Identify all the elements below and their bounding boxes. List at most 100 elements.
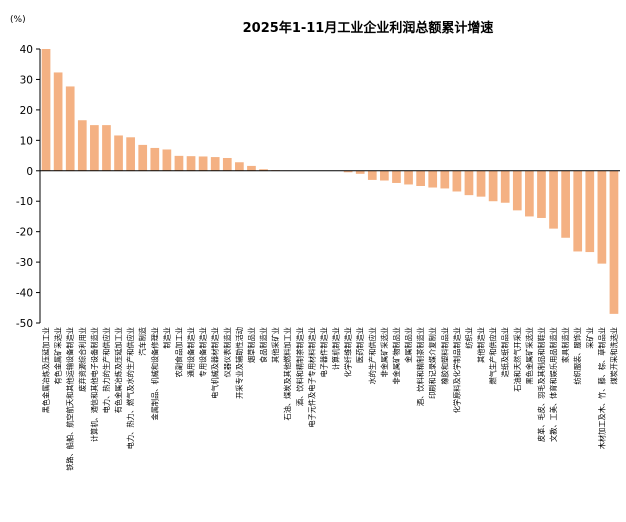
category-label: 化学原料及化学制品制造业 [452, 327, 461, 413]
bar [512, 170, 522, 211]
category-label: 汽车制造 [138, 327, 147, 356]
y-tick-label: -50 [16, 318, 33, 330]
category-label: 非金属矿采选业 [380, 327, 389, 377]
category-label: 水的生产和供应业 [368, 327, 377, 385]
category-label: 电子器件制造业 [319, 327, 328, 377]
category-label: 电力、热力、燃气及水的生产和供应业 [126, 327, 135, 449]
bar [222, 157, 232, 171]
category-label: 黑色金属矿采选业 [525, 327, 534, 385]
category-label: 电力、热力的生产和供应业 [102, 327, 111, 413]
bar [126, 137, 135, 171]
category-label: 烟草制品业 [247, 327, 256, 363]
bar [537, 170, 546, 218]
category-label: 通用设备制造业 [187, 327, 196, 377]
category-label: 金属制品、机械和设备修理业 [150, 327, 159, 420]
bar [114, 135, 123, 171]
y-tick-label: -20 [16, 227, 33, 239]
bar [174, 155, 184, 171]
bar [464, 170, 474, 196]
y-axis-unit-label: (%) [10, 15, 26, 25]
bar [428, 170, 438, 188]
bars [41, 49, 619, 314]
y-tick-label: 40 [20, 44, 33, 56]
category-label: 制造业 [162, 327, 171, 349]
category-label: 有色金属矿采选业 [54, 327, 63, 385]
chart-title: 2025年1-11月工业企业利润总额累计增速 [243, 20, 494, 36]
bar [186, 156, 196, 171]
category-label: 橡胶和塑料制品业 [440, 327, 449, 385]
category-label: 农副食品加工业 [174, 327, 183, 377]
bar [380, 170, 389, 181]
bar [561, 170, 570, 238]
category-label: 非金属矿物制品业 [392, 327, 401, 385]
bar [247, 165, 256, 171]
category-label: 文教、工美、体育和娱乐用品制造业 [549, 327, 558, 442]
category-label: 石油、煤炭及其他燃料加工业 [283, 327, 292, 420]
category-label: 黑色金属冶炼及压延加工业 [42, 327, 51, 413]
category-label: 木材加工及木、竹、藤、棕、草制品业 [597, 327, 606, 449]
bar [198, 156, 208, 171]
y-axis: 40 30 20 10 0 -10 -20 -30 -40 -50 [16, 44, 41, 330]
bar [65, 86, 75, 171]
category-label: 其他采矿业 [271, 327, 280, 363]
bar [404, 170, 413, 185]
category-label: 废弃资源综合利用业 [78, 327, 87, 392]
category-labels: 黑色金属冶炼及压延加工业 有色金属矿采选业 铁路、船舶、航空航天和其他运输设备制造业… [42, 327, 619, 471]
y-tick-label: 0 [26, 166, 33, 178]
bar [150, 147, 160, 171]
category-label: 纺织业 [464, 327, 473, 349]
y-tick-label: -30 [16, 257, 33, 269]
category-label: 石油和天然气开采业 [513, 327, 522, 392]
category-label: 纺织服装、服饰业 [573, 327, 582, 385]
bar [392, 170, 401, 183]
bar [367, 170, 377, 180]
y-tick-label: -40 [16, 288, 33, 300]
bar [53, 72, 63, 171]
category-label: 酒、饮料和精制茶制造业 [295, 327, 304, 406]
bar [343, 170, 353, 173]
bar [41, 49, 51, 171]
bar [573, 170, 583, 252]
category-label: 化学纤维制造业 [344, 327, 353, 377]
bar [162, 149, 172, 171]
category-label: 电气机械及器材制造业 [211, 327, 220, 399]
category-label: 金属制品业 [404, 327, 413, 363]
category-label: 家具制造业 [561, 327, 570, 363]
category-label: 仪器仪表制造业 [223, 327, 232, 377]
bar [355, 170, 365, 174]
y-tick-label: 20 [20, 105, 33, 117]
bar [77, 120, 87, 171]
y-tick-label: 30 [20, 74, 33, 86]
category-label: 专用设备制造业 [199, 327, 208, 377]
bar [597, 170, 607, 264]
bar [585, 170, 595, 253]
bar [259, 169, 268, 171]
category-label: 计算机、通信和其他电子设备制造业 [90, 327, 99, 442]
category-label: 食品制造业 [259, 327, 268, 363]
category-label: 皮革、毛皮、羽毛及其制品和制鞋业 [537, 327, 546, 442]
category-label: 计算机制造业 [332, 327, 341, 370]
category-label: 铁路、船舶、航空航天和其他运输设备制造业 [66, 327, 75, 471]
bar [440, 170, 450, 189]
bar [500, 170, 510, 203]
bar [609, 170, 619, 314]
bar [235, 162, 244, 171]
bar [102, 125, 111, 171]
category-label: 电子元件及电子专用材料制造业 [307, 327, 316, 428]
bar [138, 144, 148, 171]
category-label: 开采专业及辅助性活动 [235, 327, 244, 399]
bar [476, 170, 486, 197]
category-label: 其他制造业 [477, 327, 486, 363]
category-label: 燃气生产和供应业 [489, 327, 498, 385]
bar [90, 125, 99, 171]
bar [452, 170, 462, 192]
bar [549, 170, 558, 229]
y-tick-label: -10 [16, 196, 33, 208]
bar [210, 157, 220, 171]
category-label: 酒、饮料和精制茶制造业 [416, 327, 425, 406]
bar [416, 170, 425, 186]
category-label: 采矿业 [585, 327, 594, 349]
category-label: 医药制造业 [356, 327, 365, 363]
category-label: 印刷和记录媒介复制业 [428, 327, 437, 399]
